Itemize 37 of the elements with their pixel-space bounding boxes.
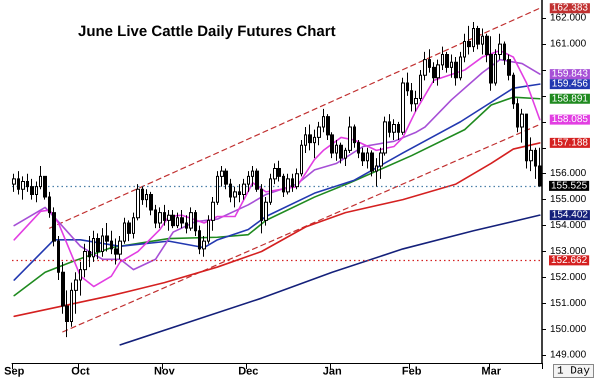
x-tick-label: Jan [322,366,342,378]
y-tick-label: 152.000 [550,272,587,283]
data-label: 162.383 [552,2,588,14]
candlestick [489,36,493,92]
data-label: 158.891 [552,93,588,104]
data-label: 158.085 [552,114,588,126]
candlestick [286,173,290,195]
ref-line-label: 155.525 [551,180,588,192]
line-series [119,214,541,346]
candlestick [158,206,162,229]
y-tick-label: 150.000 [550,324,587,335]
line-series [13,142,541,318]
ref-line-label: 152.662 [551,254,588,266]
x-tick-label: Mar [481,366,502,378]
y-tick-label: 155.000 [550,194,587,206]
x-tick-label: Nov [154,366,176,378]
data-label: 157.188 [552,137,588,148]
y-tick-label: 151.000 [550,298,587,309]
data-label: 159.843 [552,68,588,80]
text: 1 Day [556,366,590,378]
y-tick-label: 156.000 [550,168,587,180]
candlestick [171,210,175,229]
y-tick-label: 154.000 [550,220,587,232]
candlestick [12,173,16,192]
x-tick-label: Sep [4,366,25,378]
text: June Live Cattle Daily Futures Chart [78,23,336,40]
candlestick [105,222,109,252]
y-tick-label: 162.000 [550,12,587,24]
y-tick-label: 161.000 [550,38,587,50]
x-tick-label: Feb [402,366,422,378]
x-tick-label: Oct [71,366,90,378]
data-label: 154.402 [552,210,588,221]
candlestick [339,142,343,164]
y-tick-label: 149.000 [550,350,587,361]
y-tick-label: 153.000 [550,246,587,258]
data-label: 159.456 [552,78,588,90]
x-tick-label: Dec [238,366,258,378]
